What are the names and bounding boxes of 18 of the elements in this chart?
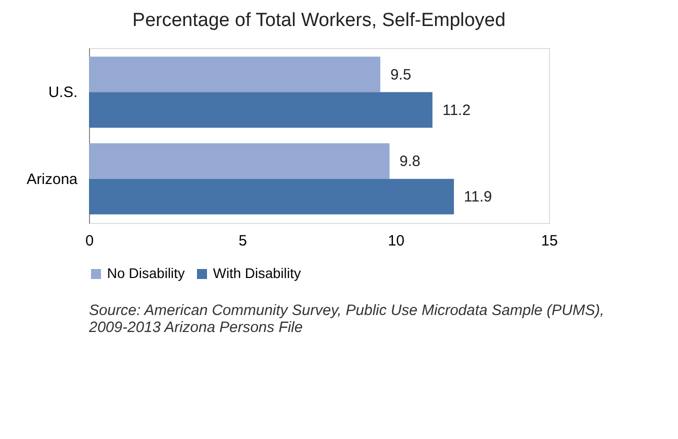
bar [89, 56, 380, 92]
x-tick-label: 10 [388, 232, 405, 250]
y-tick-label: Arizona [26, 170, 78, 188]
data-label: 11.2 [442, 102, 471, 119]
chart-title: Percentage of Total Workers, Self-Employed [132, 10, 506, 31]
bar [89, 143, 390, 179]
x-tick-label: 5 [238, 232, 248, 250]
legend-label: With Disability [213, 265, 301, 281]
x-tick-label: 0 [85, 232, 94, 250]
x-tick-label: 15 [541, 232, 558, 250]
y-tick-label: U.S. [48, 84, 78, 102]
data-label: 11.9 [464, 188, 492, 206]
data-label: 9.5 [390, 66, 412, 84]
bar [89, 178, 454, 214]
source-note: Source: American Community Survey, Public Use Microdata Sample (PUMS), 2009-2013 Arizona Persons File [88, 302, 604, 336]
bar [89, 92, 432, 128]
data-label: 9.8 [400, 153, 420, 170]
legend-label: No Disability [107, 265, 185, 281]
